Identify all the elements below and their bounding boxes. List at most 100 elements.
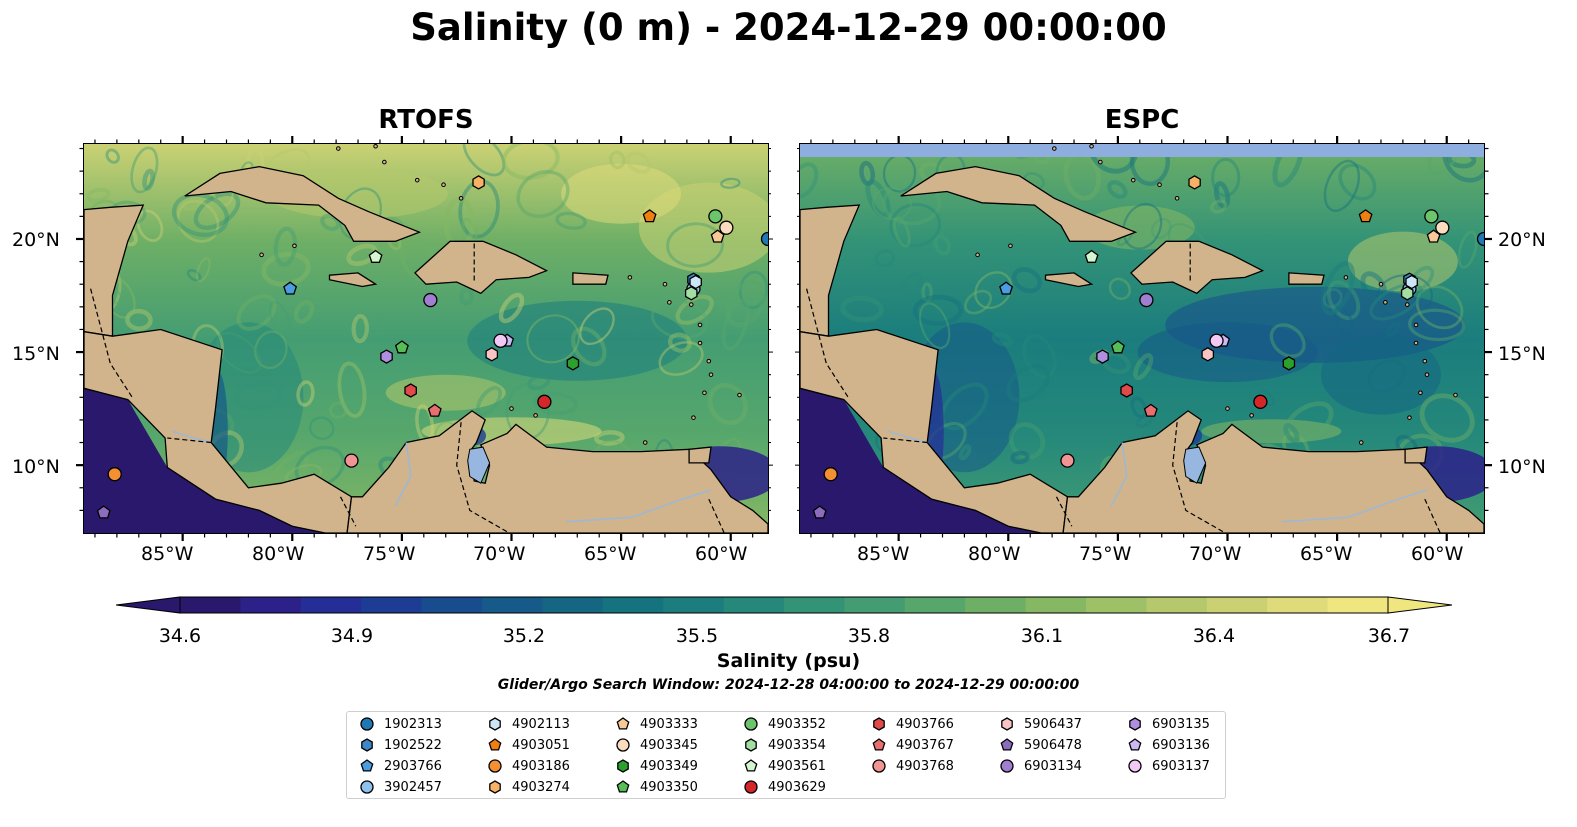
island xyxy=(627,275,633,280)
island xyxy=(642,440,648,445)
legend-marker-circle xyxy=(1000,759,1014,773)
eddy-swirl xyxy=(991,332,1014,347)
colorbar-swatch xyxy=(904,597,966,613)
lon-label-65w: 65°W xyxy=(1300,543,1353,565)
colorbar-swatch xyxy=(663,597,725,613)
legend-entry: 4903768 xyxy=(871,756,954,776)
float-marker-5906437 xyxy=(485,347,499,362)
legend-marker xyxy=(617,759,629,773)
eddy-swirl xyxy=(293,300,315,324)
float-marker-5906437 xyxy=(1201,347,1215,362)
legend-label: 4903766 xyxy=(896,716,954,732)
eddy-swirl xyxy=(475,385,503,416)
legend-marker xyxy=(360,780,374,794)
legend-label: 1902313 xyxy=(384,716,442,732)
eddy-swirl xyxy=(1367,359,1406,394)
legend-label: 6903135 xyxy=(1152,716,1210,732)
island xyxy=(1383,300,1388,305)
eddy-swirl xyxy=(1323,159,1361,212)
lon-label-60w: 60°W xyxy=(1411,543,1464,565)
island xyxy=(688,302,694,307)
legend-entry: 6903135 xyxy=(1127,714,1210,734)
float-marker-6903135 xyxy=(380,349,393,364)
float-marker-4903354 xyxy=(684,286,698,301)
salinity-feature xyxy=(1347,231,1458,292)
lat-label-20n: 20°N xyxy=(1498,229,1546,251)
island xyxy=(691,415,696,420)
float-marker-6903134 xyxy=(423,292,438,308)
legend-label: 4903767 xyxy=(896,737,954,753)
eddy-swirl xyxy=(668,332,692,353)
landmass-hispaniola xyxy=(1130,240,1265,295)
legend-label: 4903051 xyxy=(512,737,570,753)
colorbar-swatch xyxy=(1327,597,1389,613)
eddy-swirl xyxy=(1322,287,1343,309)
colorbar-swatch xyxy=(300,597,362,613)
map-panel-rtofs xyxy=(54,132,780,549)
eddy-swirl xyxy=(889,203,942,248)
salinity-map-rtofs xyxy=(54,132,780,549)
legend-marker xyxy=(872,759,886,773)
eddy-swirl xyxy=(675,294,714,325)
legend-marker xyxy=(744,717,758,731)
river xyxy=(171,430,212,444)
eddy-swirl xyxy=(532,391,578,416)
eddy-swirl xyxy=(1320,261,1356,316)
island xyxy=(1130,177,1136,183)
river xyxy=(566,489,712,523)
legend-entry: 1902522 xyxy=(359,735,442,755)
landmass-jamaica xyxy=(328,272,378,288)
legend-marker xyxy=(1129,717,1141,731)
colorbar-tick: 35.8 xyxy=(847,625,891,647)
float-marker-4903349 xyxy=(566,356,580,371)
eddy-swirl xyxy=(1213,181,1231,209)
lon-label-85w: 85°W xyxy=(141,543,194,565)
pacific-low-salinity xyxy=(84,388,326,533)
eddy-swirl xyxy=(974,271,1013,310)
legend-label: 4903768 xyxy=(896,758,954,774)
colorbar-swatch xyxy=(180,597,241,613)
colorbar-swatch xyxy=(482,597,543,613)
country-border xyxy=(167,437,212,444)
legend-label: 1902522 xyxy=(384,737,442,753)
eddy-swirl xyxy=(1333,306,1355,337)
eddy-swirl xyxy=(1283,401,1334,443)
island xyxy=(737,392,742,398)
eddy-swirl xyxy=(130,146,159,194)
legend-marker xyxy=(616,780,630,793)
eddy-swirl xyxy=(872,187,912,221)
island xyxy=(1249,413,1254,418)
legend-entry: 4903350 xyxy=(615,777,698,797)
legend-marker-hexagon xyxy=(745,738,757,752)
colorbar-swatch xyxy=(1025,597,1087,613)
legend-marker-circle xyxy=(744,717,758,731)
legend-label: 4903350 xyxy=(640,779,698,795)
float-marker-4903354 xyxy=(1400,286,1414,301)
colorbar-swatch xyxy=(1206,597,1268,613)
legend-entry: 6903137 xyxy=(1127,756,1210,776)
float-marker-4903333 xyxy=(710,229,725,243)
island xyxy=(1174,195,1180,201)
eddy-swirl xyxy=(1107,180,1128,199)
legend-label: 4903345 xyxy=(640,737,698,753)
eddy-swirl xyxy=(892,216,911,248)
float-marker-4903350 xyxy=(394,340,409,354)
eddy-swirl xyxy=(193,191,241,230)
eddy-swirl xyxy=(579,307,615,345)
eddy-swirl xyxy=(738,270,769,310)
landmass-yucatan xyxy=(83,204,145,337)
island xyxy=(975,252,980,258)
legend-entry: 1902313 xyxy=(359,714,442,734)
lon-label-85w: 85°W xyxy=(857,543,910,565)
eddy-swirl xyxy=(236,294,277,331)
colorbar-swatch xyxy=(361,597,423,613)
eddy-swirl xyxy=(1008,422,1046,460)
eddy-swirl xyxy=(527,374,551,391)
eddy-swirl xyxy=(571,326,607,367)
salinity-feature xyxy=(467,300,688,381)
lake-maracaibo xyxy=(1183,446,1207,484)
float-marker-6903134 xyxy=(1139,292,1154,308)
legend-marker xyxy=(360,759,374,772)
legend-label: 6903137 xyxy=(1152,758,1210,774)
island xyxy=(1453,392,1458,398)
